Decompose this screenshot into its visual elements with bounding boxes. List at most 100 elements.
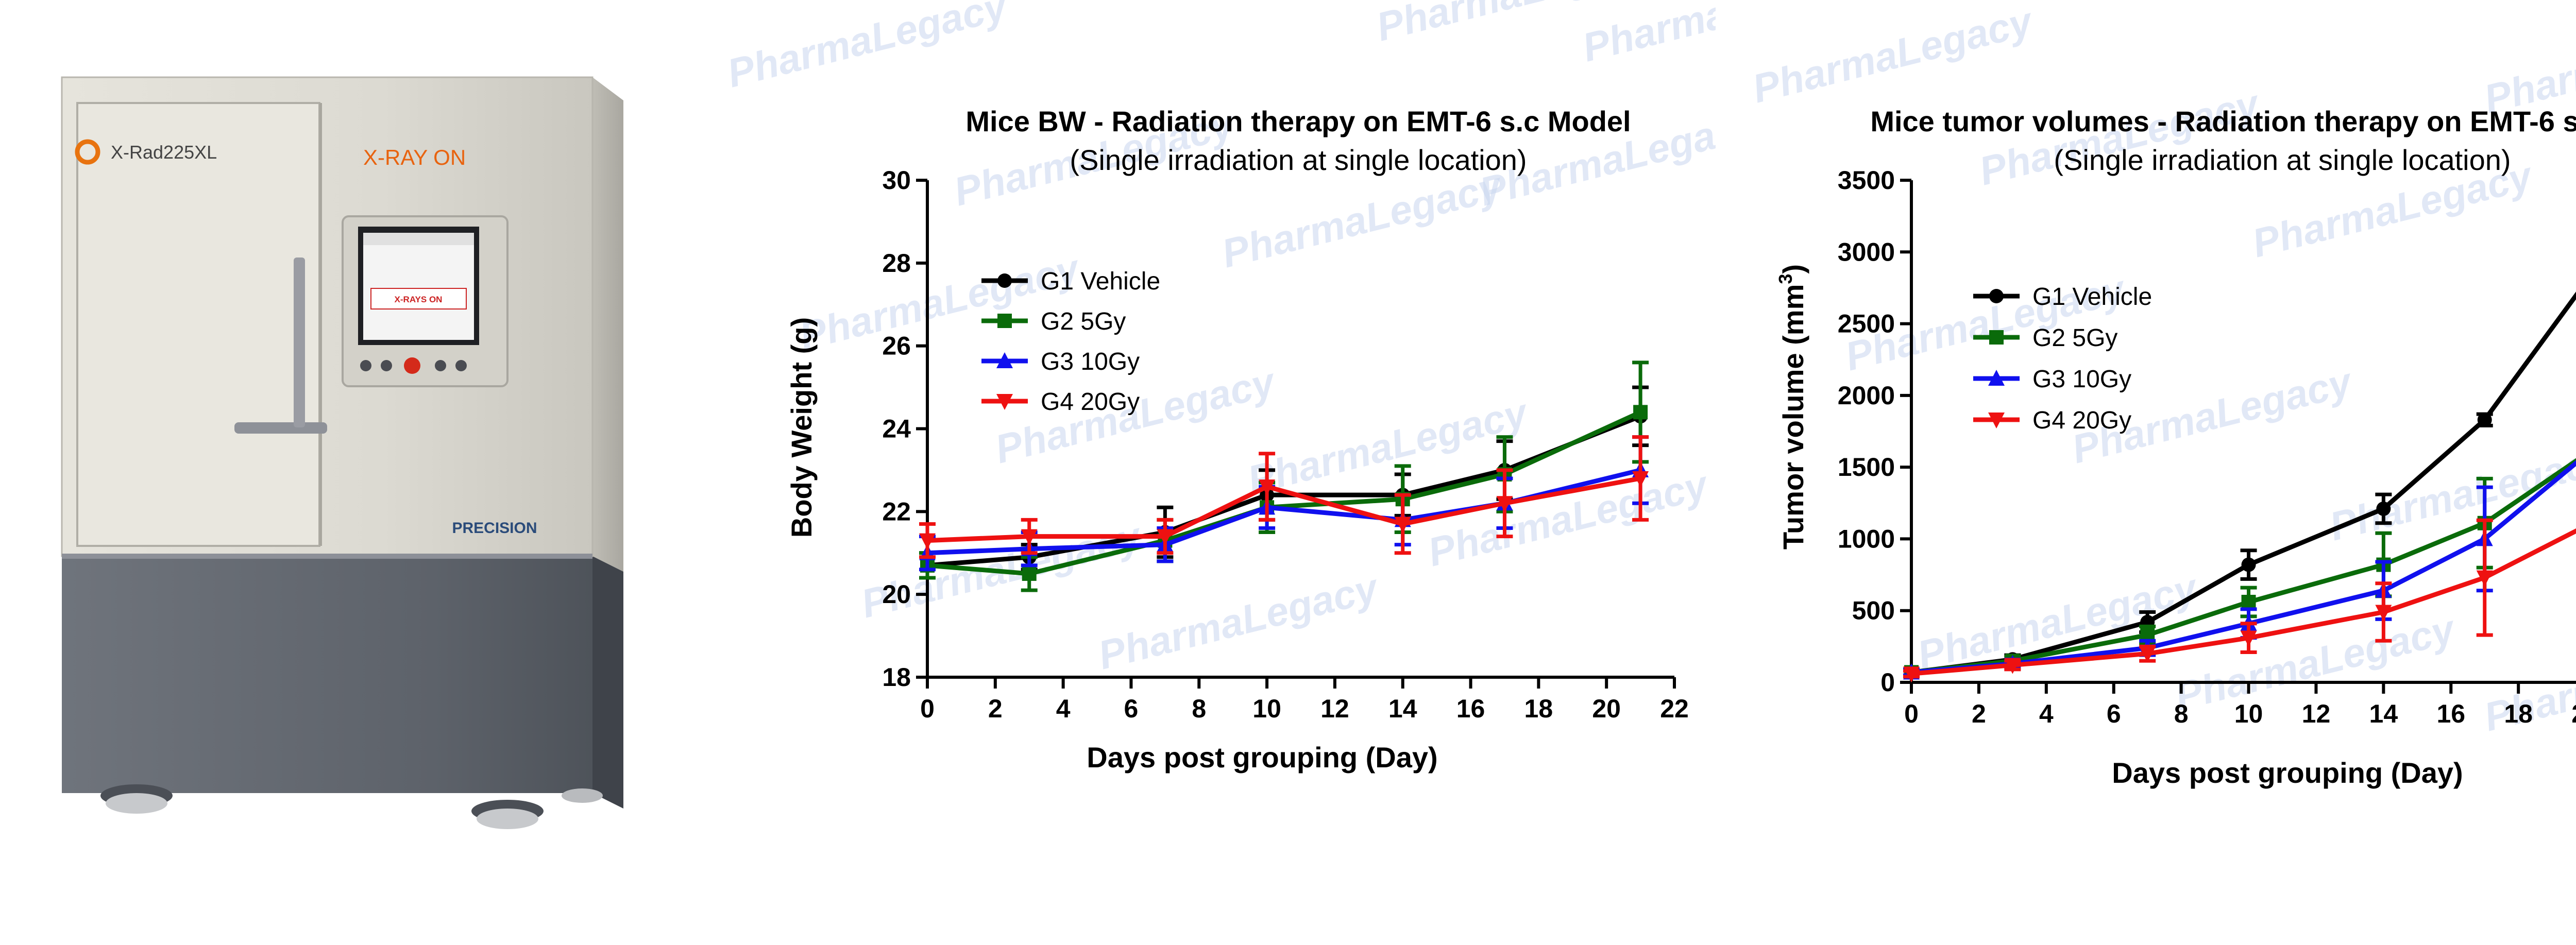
legend-marker [997, 273, 1012, 288]
x-tick-label: 14 [1388, 694, 1417, 723]
y-tick-label: 3500 [1838, 166, 1895, 195]
legend-marker [997, 314, 1012, 328]
legend-label: G3 10Gy [1041, 348, 1140, 375]
y-axis-label: Body Weight (g) [785, 317, 818, 538]
data-point [1903, 666, 1920, 683]
legend-label: G4 20Gy [2032, 407, 2131, 434]
data-point [2241, 557, 2256, 572]
x-tick-label: 22 [1660, 694, 1689, 723]
emergency-stop-icon [404, 357, 420, 374]
data-point [1394, 517, 1411, 533]
watermark-layer: PharmaLegacy PharmaLegacy PharmaLegacy Phar… [723, 0, 1716, 678]
series-4 [919, 435, 1649, 559]
data-point [919, 533, 936, 549]
legend-marker [1988, 413, 2005, 428]
chart-subtitle: (Single irradiation at single location) [1070, 144, 1527, 176]
watermark-text: PharmaLegacy [1578, 0, 1716, 70]
x-tick-label: 2 [988, 694, 1003, 723]
series-1 [1903, 291, 2576, 680]
y-axis-label-end: ) [1777, 264, 1809, 274]
x-tick-label: 20 [2571, 699, 2576, 728]
x-axis-label: Days post grouping (Day) [2112, 757, 2463, 789]
y-tick-label: 0 [1880, 668, 1895, 697]
legend-label: G1 Vehicle [1041, 268, 1160, 295]
x-tick-label: 4 [2039, 699, 2054, 728]
brand-label: X-Rad225XL [111, 142, 217, 163]
x-tick-label: 12 [2302, 699, 2331, 728]
y-axis-label-sup: 3 [1775, 274, 1796, 284]
x-tick-label: 2 [1972, 699, 1986, 728]
status-label: X-RAY ON [363, 145, 466, 169]
x-tick-label: 0 [920, 694, 935, 723]
data-point [2240, 630, 2257, 647]
legend-marker [996, 394, 1013, 410]
x-tick-label: 8 [1192, 694, 1206, 723]
x-tick-label: 20 [1592, 694, 1621, 723]
watermark-text: PharmaLegacy [795, 245, 1085, 359]
y-tick-label: 30 [882, 166, 911, 195]
chart-title: Mice BW - Radiation therapy on EMT-6 s.c… [965, 105, 1631, 138]
x-tick-label: 14 [2369, 699, 2398, 728]
x-tick-label: 10 [2234, 699, 2263, 728]
machine-door [76, 102, 320, 547]
legend-label: G2 5Gy [1041, 308, 1126, 335]
data-point [2139, 646, 2156, 663]
y-tick-label: 3000 [1838, 237, 1895, 266]
chart-subtitle: (Single irradiation at single location) [2054, 144, 2511, 176]
data-point [2376, 501, 2391, 516]
legend-marker [1989, 289, 2004, 303]
legend-marker [996, 352, 1013, 368]
x-tick-label: 0 [1904, 699, 1919, 728]
data-point [2477, 413, 2492, 427]
body-weight-chart: PharmaLegacy PharmaLegacy PharmaLegacy Phar… [723, 0, 1716, 774]
plot-area: 0 500 1000 1500 2000 2500 3000 3500 0 2 4 6 8 10 12 14 1… [1838, 166, 2576, 728]
x-tick-label: 12 [1320, 694, 1349, 723]
x-tick-label: 4 [1056, 694, 1071, 723]
data-point [1157, 529, 1174, 545]
data-point [2241, 595, 2256, 609]
x-tick-label: 10 [1252, 694, 1281, 723]
x-tick-label: 18 [2504, 699, 2533, 728]
watermark-text: PharmaLegacy [1094, 564, 1384, 678]
watermark-text: PharmaLegacy [723, 0, 1013, 96]
y-tick-label: 1500 [1838, 453, 1895, 482]
watermark-text: PharmaLegacy [1243, 389, 1533, 503]
maker-label: PRECISION [452, 520, 537, 537]
brand-logo-icon [75, 139, 100, 165]
tumor-volume-chart: PharmaLegacyPharmaLegacyPharmaLegacyPhar… [1748, 0, 2576, 789]
y-tick-label: 2000 [1838, 381, 1895, 410]
data-point [1259, 479, 1276, 496]
x-axis-label: Days post grouping (Day) [1087, 741, 1437, 774]
y-tick-label: 26 [882, 332, 911, 360]
y-tick-label: 1000 [1838, 524, 1895, 553]
x-tick-label: 16 [2436, 699, 2465, 728]
y-tick-label: 24 [882, 415, 911, 443]
legend-label: G4 20Gy [1041, 388, 1140, 416]
legend-label: G1 Vehicle [2032, 283, 2152, 311]
x-tick-label: 16 [1456, 694, 1485, 723]
y-tick-label: 2500 [1838, 310, 1895, 338]
data-point [2004, 658, 2021, 674]
data-point [1021, 529, 1038, 545]
xray-irradiator-image: X-Rad225XL X-RAY ON X-RAYS ON PRECISION [61, 76, 623, 829]
data-point [2375, 605, 2392, 621]
y-tick-label: 20 [882, 580, 911, 609]
watermark-text: PharmaLegacy [1748, 0, 2038, 111]
legend-label: G2 5Gy [2032, 324, 2117, 352]
watermark-text: PharmaLegacy [1217, 163, 1507, 277]
y-tick-label: 500 [1852, 596, 1895, 625]
machine-body [61, 76, 623, 829]
door-handle [234, 422, 327, 434]
data-point [1632, 471, 1649, 487]
chart-title: Mice tumor volumes - Radiation therapy o… [1870, 105, 2576, 138]
legend: G1 Vehicle G2 5Gy G3 10Gy G4 20Gy [1973, 283, 2152, 434]
legend-marker [1989, 330, 2004, 345]
series-4 [1903, 518, 2576, 683]
x-tick-label: 18 [1524, 694, 1553, 723]
x-tick-label: 6 [2107, 699, 2121, 728]
data-point [2476, 570, 2493, 587]
y-tick-label: 28 [882, 249, 911, 278]
x-tick-label: 8 [2174, 699, 2189, 728]
x-tick-label: 6 [1124, 694, 1139, 723]
